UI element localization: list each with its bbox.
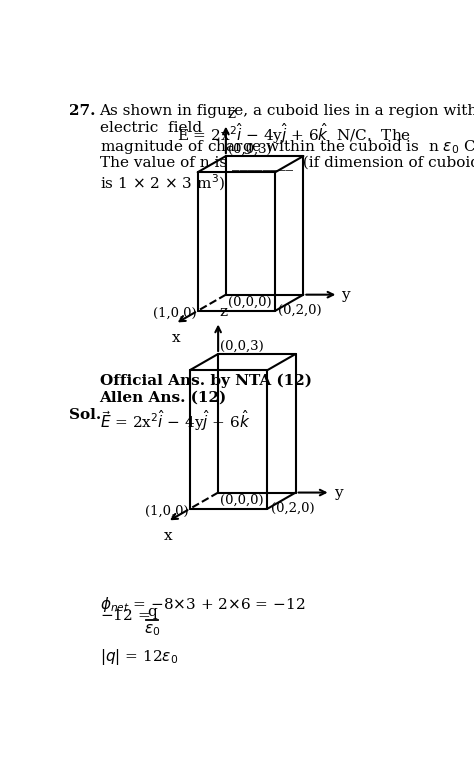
Text: $-$12 =: $-$12 =: [100, 608, 151, 624]
Text: $\phi_{net}$ = $-$8$\times$3 + 2$\times$6 = $-$12: $\phi_{net}$ = $-$8$\times$3 + 2$\times$…: [100, 595, 305, 614]
Text: (0,0,0): (0,0,0): [220, 493, 264, 506]
Text: (1,0,0): (1,0,0): [145, 505, 189, 518]
Text: is 1 $\times$ 2 $\times$ 3 m$^3$): is 1 $\times$ 2 $\times$ 3 m$^3$): [100, 172, 225, 193]
Text: z: z: [219, 305, 228, 319]
Text: E = 2x$^{2}\hat{i}$ $-$ 4y$\hat{j}$ + 6$\hat{k}$  N/C.  The: E = 2x$^{2}\hat{i}$ $-$ 4y$\hat{j}$ + 6$…: [177, 121, 411, 147]
Text: $|q|$ = 12$\epsilon_0$: $|q|$ = 12$\epsilon_0$: [100, 647, 178, 667]
Text: electric  field: electric field: [100, 121, 211, 135]
Text: $\vec{E}$ = 2x$^{2}\hat{i}$ $-$ 4y$\hat{j}$ + 6$\hat{k}$: $\vec{E}$ = 2x$^{2}\hat{i}$ $-$ 4y$\hat{…: [100, 408, 250, 433]
Text: (0,0,0): (0,0,0): [228, 296, 272, 309]
Text: q: q: [147, 605, 157, 619]
Text: $\epsilon_0$: $\epsilon_0$: [144, 622, 160, 637]
Text: Allen Ans. (12): Allen Ans. (12): [100, 391, 227, 405]
Text: magnitude of charge within the cuboid is  n $\epsilon_{0}$ C .: magnitude of charge within the cuboid is…: [100, 138, 474, 157]
Text: (0,2,0): (0,2,0): [278, 303, 322, 316]
Text: (1,0,0): (1,0,0): [153, 306, 196, 319]
Text: x: x: [172, 331, 181, 345]
Text: x: x: [164, 528, 173, 543]
Text: The value of n is ________  (if dimension of cuboid: The value of n is ________ (if dimension…: [100, 155, 474, 170]
Text: z: z: [228, 107, 236, 121]
Text: Official Ans. by NTA (12): Official Ans. by NTA (12): [100, 374, 311, 389]
Text: Sol.: Sol.: [69, 408, 101, 422]
Text: (0,0,3): (0,0,3): [228, 142, 272, 155]
Text: As shown in figure, a cuboid lies in a region with: As shown in figure, a cuboid lies in a r…: [100, 104, 474, 118]
Text: 27.: 27.: [69, 104, 95, 118]
Text: (0,0,3): (0,0,3): [220, 340, 264, 353]
Text: (0,2,0): (0,2,0): [271, 502, 314, 515]
Text: y: y: [341, 288, 350, 302]
Text: y: y: [334, 485, 342, 499]
